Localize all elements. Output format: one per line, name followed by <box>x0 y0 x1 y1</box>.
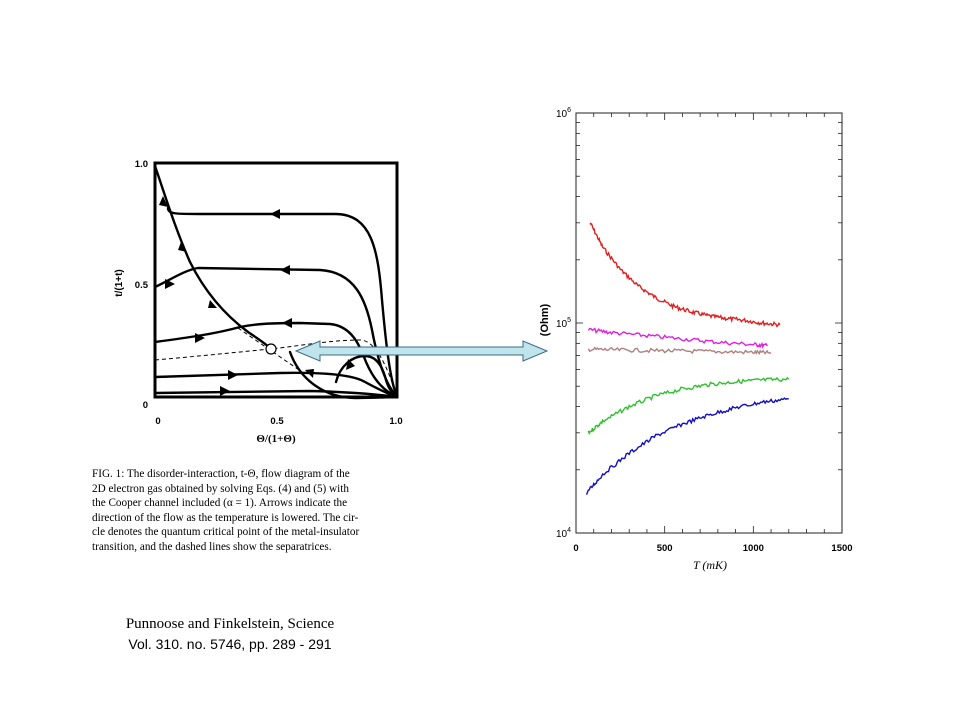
y-tick-label: 106 <box>556 107 571 120</box>
caption-line: 2D electron gas obtained by solving Eqs.… <box>92 482 349 495</box>
flow-curve <box>334 354 399 399</box>
flow-arrow <box>208 300 217 308</box>
x-tick-label: 1000 <box>743 543 764 554</box>
flow-curve <box>153 266 399 399</box>
x-tick-label: 1500 <box>831 543 852 554</box>
flow-arrow <box>280 265 290 275</box>
flow-curve <box>166 206 399 399</box>
flow-arrow <box>346 359 355 370</box>
flow-curve <box>153 371 399 399</box>
flow-arrow <box>165 279 175 289</box>
citation-authors: Punnoose and Finkelstein, Science <box>125 616 335 632</box>
chart-frame <box>575 112 843 534</box>
x-tick-label: 0 <box>573 543 578 554</box>
x-axis-label: Θ/(1+Θ) <box>256 433 296 445</box>
caption-line: direction of the flow as the temperature… <box>92 511 359 524</box>
y-tick-label: 105 <box>556 317 571 330</box>
flow-curve <box>153 164 272 350</box>
x-tick-label: 500 <box>657 543 673 554</box>
flow-curve <box>153 389 399 399</box>
caption-line: cle denotes the quantum critical point o… <box>92 526 360 539</box>
citation: Punnoose and Finkelstein, Science Vol. 3… <box>40 614 420 654</box>
flow-curve <box>288 350 399 400</box>
x-tick-label: 1.0 <box>389 416 402 427</box>
series-line <box>587 327 768 350</box>
flow-curve <box>153 321 399 399</box>
x-tick-label: 0.5 <box>270 416 284 427</box>
y-tick-label: 0.5 <box>135 280 149 291</box>
flow-arrow <box>228 370 238 380</box>
figure-caption: FIG. 1: The disorder-interaction, t-Θ, f… <box>92 467 422 555</box>
flow-arrow <box>270 209 280 219</box>
flow-diagram-frame <box>153 161 399 399</box>
y-tick-label: 104 <box>556 527 571 540</box>
flow-arrow <box>305 369 314 378</box>
flow-arrow <box>195 333 205 343</box>
y-axis-label: t/(1+t) <box>114 269 125 297</box>
flow-arrow <box>178 242 187 252</box>
flow-diagram: 1.0 0.5 0 0 0.5 1.0 t/(1+t) Θ/(1+Θ) <box>114 159 403 445</box>
y-tick-label: 0 <box>143 400 148 411</box>
critical-point <box>265 343 277 355</box>
series-line <box>589 222 781 328</box>
x-tick-label: 0 <box>155 416 160 427</box>
y-tick-label: 1.0 <box>135 159 148 170</box>
resistance-chart: 0 500 1000 1500 106 105 104 T (mK) (Ohm) <box>539 107 853 572</box>
separatrix <box>154 339 398 398</box>
flow-arrow <box>282 318 292 328</box>
minor-ticks <box>575 113 843 534</box>
series-line <box>587 376 790 436</box>
citation-volume: Vol. 310. no. 5746, pp. 289 - 291 <box>128 636 332 652</box>
caption-line: the Cooper channel included (α = 1). Arr… <box>92 497 348 510</box>
x-axis-label: T (mK) <box>693 558 727 572</box>
series-line <box>585 397 789 495</box>
caption-line: transition, and the dashed lines show th… <box>92 540 332 553</box>
series-group <box>585 222 790 495</box>
y-axis-label: (Ohm) <box>539 303 551 336</box>
chart-axis-labels: 0 500 1000 1500 106 105 104 <box>556 107 853 554</box>
series-line <box>587 346 772 356</box>
flow-arrow <box>220 386 230 396</box>
flow-arrow <box>159 196 168 207</box>
caption-line: FIG. 1: The disorder-interaction, t-Θ, f… <box>92 468 350 480</box>
